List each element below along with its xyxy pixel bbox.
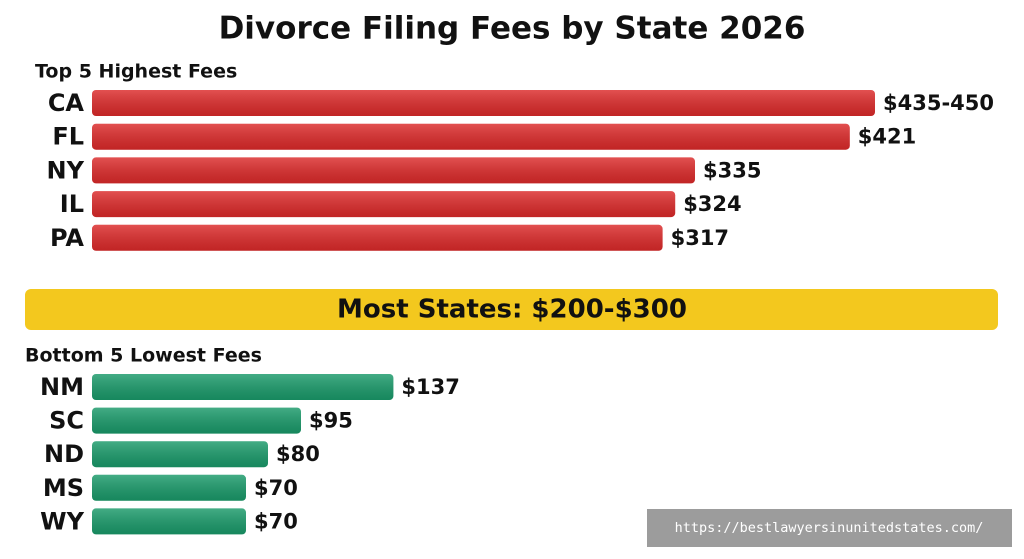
category-label: MS bbox=[43, 474, 84, 502]
bar-shade bbox=[92, 123, 850, 150]
banner-text: Most States: $200-$300 bbox=[337, 295, 687, 325]
value-label: $80 bbox=[276, 442, 320, 466]
bar-shade bbox=[92, 157, 695, 184]
category-label: SC bbox=[49, 407, 84, 435]
bar-shade bbox=[92, 407, 301, 434]
bar-shade bbox=[92, 191, 676, 218]
category-label: PA bbox=[50, 224, 84, 252]
watermark-box bbox=[647, 509, 1012, 547]
category-label: FL bbox=[52, 123, 84, 151]
banner-box bbox=[25, 289, 998, 330]
value-label: $335 bbox=[703, 158, 761, 182]
value-label: $70 bbox=[254, 476, 298, 500]
category-label: CA bbox=[48, 89, 85, 117]
bar-shade bbox=[92, 374, 394, 400]
chart-subtitle: Bottom 5 Lowest Fees bbox=[25, 345, 262, 367]
bar-shade bbox=[92, 474, 246, 501]
bar-shade bbox=[92, 508, 246, 535]
value-label: $317 bbox=[671, 226, 729, 250]
value-label: $435-450 bbox=[883, 91, 994, 115]
page-title: Divorce Filing Fees by State 2026 bbox=[219, 11, 806, 47]
value-label: $95 bbox=[309, 409, 353, 433]
bar-shade bbox=[92, 224, 663, 251]
value-label: $70 bbox=[254, 509, 298, 533]
value-label: $421 bbox=[858, 125, 916, 149]
bar-shade bbox=[92, 441, 268, 468]
category-label: WY bbox=[40, 507, 84, 535]
category-label: IL bbox=[60, 190, 84, 218]
bar-shade bbox=[92, 90, 875, 116]
value-label: $324 bbox=[683, 192, 741, 216]
category-label: NM bbox=[40, 373, 84, 401]
watermark: https://bestlawyersinunitedstates.com/ bbox=[675, 520, 984, 536]
chart-subtitle: Top 5 Highest Fees bbox=[35, 61, 237, 83]
category-label: NY bbox=[47, 156, 85, 184]
category-label: ND bbox=[44, 440, 84, 468]
value-label: $137 bbox=[401, 375, 459, 399]
